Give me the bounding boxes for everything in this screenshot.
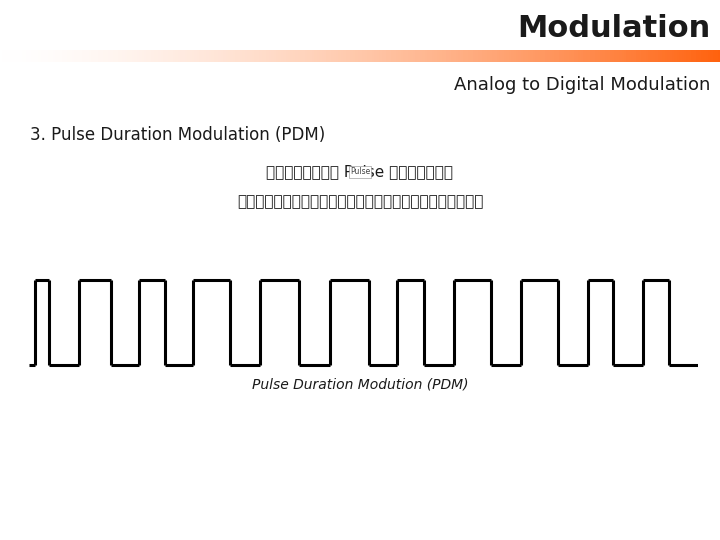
Text: Analog to Digital Modulation: Analog to Digital Modulation	[454, 76, 710, 94]
Text: Pulse: Pulse	[350, 167, 370, 177]
Text: 3. Pulse Duration Modulation (PDM): 3. Pulse Duration Modulation (PDM)	[30, 126, 325, 144]
Text: Modulation: Modulation	[517, 14, 710, 43]
Text: คลื่นไหว Pulse ความถี่: คลื่นไหว Pulse ความถี่	[266, 165, 454, 179]
Text: ความกว้างของพัลส์เป็นตัวแปร: ความกว้างของพัลส์เป็นตัวแปร	[237, 194, 483, 210]
Text: Pulse Duration Modution (PDM): Pulse Duration Modution (PDM)	[252, 378, 468, 392]
